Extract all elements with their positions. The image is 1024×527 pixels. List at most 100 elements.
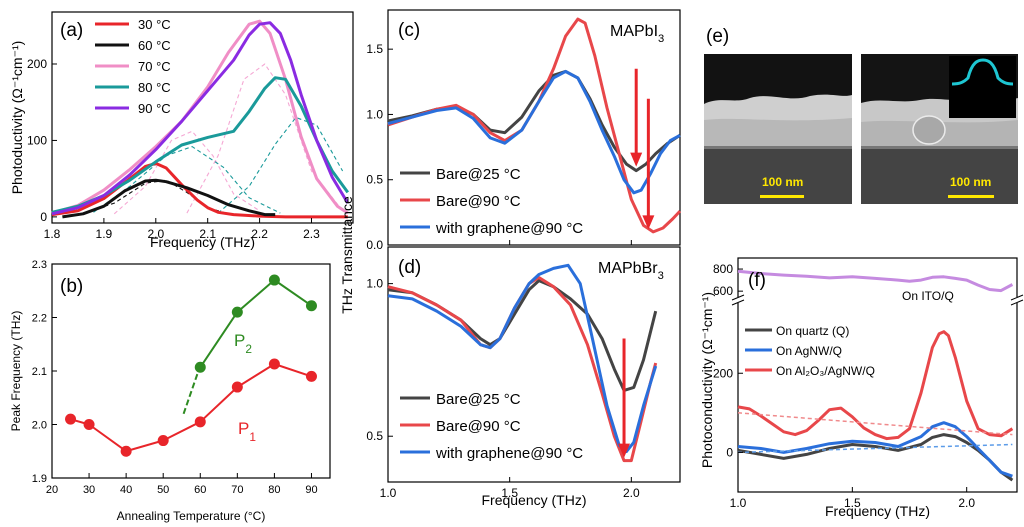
panel-b-p1-label: P1	[238, 419, 256, 444]
panel-a-xtick-1-label: 1.9	[96, 227, 113, 241]
panel-f-legend-label-0: On quartz (Q)	[776, 324, 849, 338]
panel-c-ytick-1-label: 0.5	[366, 173, 383, 187]
panel-b-xtick-4-label: 60	[194, 484, 206, 496]
panel-a-xtick-4-label: 2.2	[251, 227, 268, 241]
panel-f-series-3	[737, 269, 1014, 293]
panel-b-p2-label: P2	[234, 331, 252, 356]
bubble-profile-inset	[951, 58, 1014, 86]
panel-b-point-1-1	[231, 306, 243, 318]
panel-f-break-b-1	[1010, 299, 1024, 306]
panel-a-legend-label-3: 80 °C	[138, 80, 171, 95]
panel-d-xtick-0-label: 1.0	[380, 486, 397, 500]
panel-f-label: (f)	[748, 270, 766, 291]
panel-f-ylabel: Photoconductivity (Ω⁻¹cm⁻¹)	[699, 292, 715, 468]
panel-c-ylabel: THz Transmittance	[339, 196, 355, 314]
panel-b-point-1-3	[305, 300, 317, 312]
panel-b-ytick-1-label: 2.0	[32, 420, 47, 432]
panel-b-line-0	[70, 363, 312, 453]
panel-b-point-0-6	[268, 358, 280, 370]
panel-c-arrow-head-0	[630, 152, 643, 167]
sem-image-left: 100 nm	[704, 54, 852, 204]
panel-a-frame	[51, 11, 354, 224]
panel-f-legend-label-1: On AgNW/Q	[776, 344, 842, 358]
panel-d-ytick-1-label: 1.0	[366, 277, 383, 291]
panel-c-arrow-head-1	[642, 215, 655, 230]
panel-b-label: (b)	[60, 276, 83, 297]
panel-d-xtick-1-label: 1.5	[501, 486, 518, 500]
panel-a-legend-label-1: 60 °C	[138, 38, 171, 53]
panel-c-title: MAPbI3	[610, 23, 664, 45]
panel-b-point-0-0	[65, 413, 77, 425]
panel-a-legend-label-2: 70 °C	[138, 59, 171, 74]
panel-a-component-3	[93, 146, 281, 214]
panel-d-legend-label-0: Bare@25 °C	[436, 391, 521, 408]
panel-f-frame	[737, 257, 1018, 493]
panel-f-break-gap-0	[732, 297, 744, 303]
panel-b-xtick-3-label: 50	[157, 484, 169, 496]
panel-d-xtick-2-label: 2.0	[623, 486, 640, 500]
panel-d-frame	[387, 246, 681, 483]
panel-f-ytick-lower-0-label: 0	[726, 445, 733, 459]
panel-b-xtick-0-label: 20	[46, 484, 58, 496]
panel-b-point-0-3	[157, 435, 169, 447]
panel-b-xtick-7-label: 90	[305, 484, 317, 496]
panel-f-legend-label-2: On Al₂O₃/AgNW/Q	[776, 364, 875, 378]
panel-f-break-a-1	[1010, 294, 1024, 301]
panel-c-ytick-2-label: 1.0	[366, 107, 383, 121]
panel-d-xlabel: Frequency (THz)	[481, 492, 586, 508]
panel-b-xtick-2-label: 40	[120, 484, 132, 496]
panel-f-series-2	[737, 330, 1014, 441]
panel-d-arrow-head	[618, 443, 631, 458]
panel-d-label: (d)	[398, 257, 421, 278]
panel-a: 1.8 1.9 2.0 2.1 2.2 2.3 0 100 200 (a) Frequency (T…	[9, 11, 354, 250]
panel-f-xtick-1-label: 1.5	[844, 496, 861, 510]
panel-a-ytick-2-label: 200	[27, 57, 47, 71]
panel-b-xtick-6-label: 80	[268, 484, 280, 496]
sem-image-right: 100 nm	[861, 54, 1018, 204]
panel-a-ytick-1-label: 100	[27, 133, 47, 147]
panel-a-legend-label-0: 30 °C	[138, 17, 171, 32]
panel-f-ytick-lower-1-label: 200	[713, 366, 733, 380]
panel-b-point-1-2	[268, 274, 280, 286]
panel-d-series-1	[387, 276, 658, 463]
panel-a-series-4	[51, 21, 350, 216]
panel-f-series-5	[737, 443, 1013, 454]
panel-c: 0.0 0.5 1.0 1.5 (c) MAPbI3 Bare@25 °C Bare@90 °…	[339, 9, 682, 314]
panel-f-ytick-upper-0-label: 600	[713, 284, 733, 298]
panel-d-legend-label-1: Bare@90 °C	[436, 418, 521, 435]
panel-e-label: (e)	[706, 26, 729, 47]
panel-f-series-1	[737, 421, 1013, 478]
panel-b-ytick-3-label: 2.2	[32, 313, 47, 325]
panel-a-component-4	[217, 116, 344, 214]
panel-b-extrapolation	[182, 370, 200, 415]
panel-b-line-1	[199, 279, 313, 368]
panel-d-legend-label-2: with graphene@90 °C	[435, 445, 583, 462]
panel-c-label: (c)	[398, 20, 420, 41]
panel-a-label: (a)	[60, 20, 83, 41]
panel-f-break-gap-1	[1011, 297, 1023, 303]
panel-a-component-1	[113, 130, 260, 215]
panel-d-ytick-0-label: 0.5	[366, 429, 383, 443]
panel-c-series-2	[387, 69, 681, 195]
panel-a-xtick-2-label: 2.0	[147, 227, 164, 241]
panel-f-break-a-0	[731, 294, 745, 301]
panel-a-xlabel: Frequency (THz)	[150, 234, 255, 250]
scalebar-right-label: 100 nm	[950, 175, 991, 189]
panel-b-point-0-5	[231, 381, 243, 393]
panel-b-xlabel: Annealing Temperature (°C)	[117, 509, 266, 523]
graphene-bubble	[912, 115, 946, 145]
panel-c-legend-label-1: Bare@90 °C	[436, 193, 521, 210]
panel-a-series-3	[51, 76, 350, 214]
panel-a-ytick-0-label: 0	[40, 210, 47, 224]
panel-b-point-0-4	[194, 416, 206, 428]
panel-b-frame	[51, 263, 331, 479]
panel-a-ylabel: Photoductivity (Ω⁻¹cm⁻¹)	[9, 41, 25, 195]
panel-b-xtick-1-label: 30	[83, 484, 95, 496]
panel-c-legend-label-0: Bare@25 °C	[436, 166, 521, 183]
panel-a-component-2	[186, 63, 344, 214]
panel-f-xtick-2-label: 2.0	[958, 496, 975, 510]
panel-f-series-4	[737, 412, 1013, 436]
panel-b-ytick-4-label: 2.3	[32, 259, 47, 271]
panel-b-ytick-0-label: 1.9	[32, 473, 47, 485]
